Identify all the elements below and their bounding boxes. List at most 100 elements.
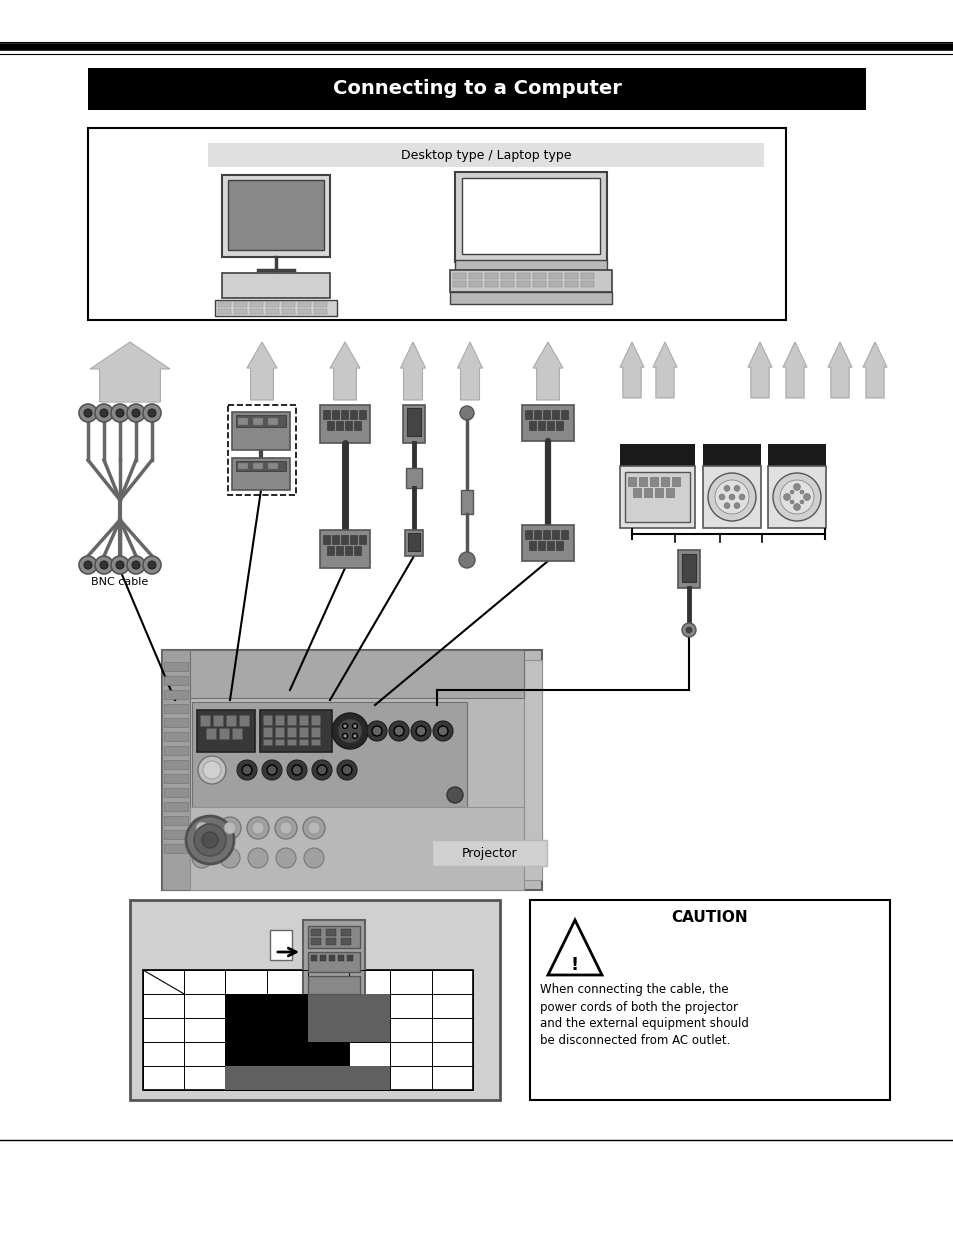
- Bar: [206, 727, 215, 739]
- Bar: [266, 303, 278, 308]
- Bar: [534, 410, 540, 419]
- Bar: [354, 421, 360, 430]
- Bar: [347, 955, 353, 961]
- Bar: [523, 659, 541, 881]
- Circle shape: [780, 480, 813, 514]
- Bar: [237, 463, 248, 469]
- Bar: [311, 727, 319, 737]
- Bar: [335, 546, 343, 555]
- Bar: [268, 417, 277, 425]
- Polygon shape: [619, 342, 643, 398]
- Bar: [196, 710, 254, 752]
- Bar: [548, 273, 561, 279]
- Text: CAUTION: CAUTION: [671, 909, 747, 925]
- Bar: [548, 282, 561, 287]
- Circle shape: [800, 500, 803, 504]
- Bar: [260, 710, 332, 752]
- Bar: [263, 727, 272, 737]
- Bar: [564, 282, 578, 287]
- Bar: [235, 461, 286, 471]
- Polygon shape: [547, 920, 601, 974]
- Bar: [340, 939, 351, 945]
- Bar: [308, 926, 359, 948]
- Bar: [633, 488, 640, 496]
- Bar: [164, 816, 188, 825]
- Bar: [263, 715, 272, 725]
- Circle shape: [287, 760, 307, 781]
- Bar: [164, 718, 188, 727]
- Bar: [253, 463, 263, 469]
- Circle shape: [143, 556, 161, 574]
- Bar: [500, 273, 514, 279]
- Text: !: !: [570, 956, 578, 974]
- Bar: [345, 546, 352, 555]
- Bar: [308, 1066, 349, 1091]
- Circle shape: [203, 761, 221, 779]
- Bar: [521, 405, 574, 441]
- Circle shape: [274, 818, 296, 839]
- Bar: [340, 410, 348, 419]
- Circle shape: [394, 726, 403, 736]
- Bar: [484, 282, 497, 287]
- Bar: [335, 421, 343, 430]
- Bar: [432, 840, 546, 866]
- Bar: [225, 1018, 267, 1042]
- Circle shape: [437, 726, 448, 736]
- Bar: [88, 128, 785, 320]
- Circle shape: [100, 409, 108, 417]
- Bar: [164, 774, 188, 783]
- Text: Projector: Projector: [461, 846, 517, 860]
- Bar: [619, 445, 695, 466]
- Bar: [402, 405, 424, 443]
- Bar: [232, 727, 242, 739]
- Bar: [546, 541, 554, 550]
- Bar: [453, 282, 465, 287]
- Bar: [162, 650, 541, 890]
- Circle shape: [95, 404, 112, 422]
- Circle shape: [685, 627, 691, 634]
- Bar: [164, 732, 188, 741]
- Bar: [190, 806, 523, 890]
- Bar: [665, 488, 673, 496]
- Circle shape: [143, 404, 161, 422]
- Bar: [345, 421, 352, 430]
- Bar: [266, 309, 278, 314]
- Bar: [405, 530, 422, 556]
- Circle shape: [248, 848, 268, 868]
- Bar: [327, 421, 334, 430]
- Circle shape: [111, 556, 129, 574]
- Circle shape: [84, 561, 91, 569]
- Bar: [228, 180, 324, 249]
- Bar: [552, 410, 558, 419]
- Bar: [267, 1018, 308, 1042]
- Bar: [218, 309, 231, 314]
- Bar: [274, 739, 284, 745]
- Bar: [192, 701, 467, 806]
- Bar: [529, 421, 536, 430]
- Circle shape: [304, 848, 324, 868]
- Bar: [681, 555, 696, 582]
- Bar: [323, 410, 330, 419]
- Circle shape: [79, 404, 97, 422]
- Bar: [767, 466, 825, 529]
- Circle shape: [95, 556, 112, 574]
- Circle shape: [195, 823, 208, 834]
- Bar: [222, 273, 330, 298]
- Bar: [164, 830, 188, 839]
- Bar: [517, 273, 530, 279]
- Bar: [282, 303, 294, 308]
- Circle shape: [247, 818, 269, 839]
- Circle shape: [789, 490, 793, 494]
- Circle shape: [336, 760, 356, 781]
- Polygon shape: [400, 342, 425, 400]
- Bar: [130, 900, 499, 1100]
- Bar: [469, 282, 481, 287]
- Bar: [332, 535, 338, 543]
- Bar: [655, 488, 662, 496]
- Circle shape: [337, 719, 361, 743]
- Bar: [250, 309, 263, 314]
- Bar: [164, 844, 188, 853]
- Bar: [349, 1066, 390, 1091]
- Bar: [308, 994, 349, 1018]
- Text: and the external equipment should: and the external equipment should: [539, 1018, 748, 1030]
